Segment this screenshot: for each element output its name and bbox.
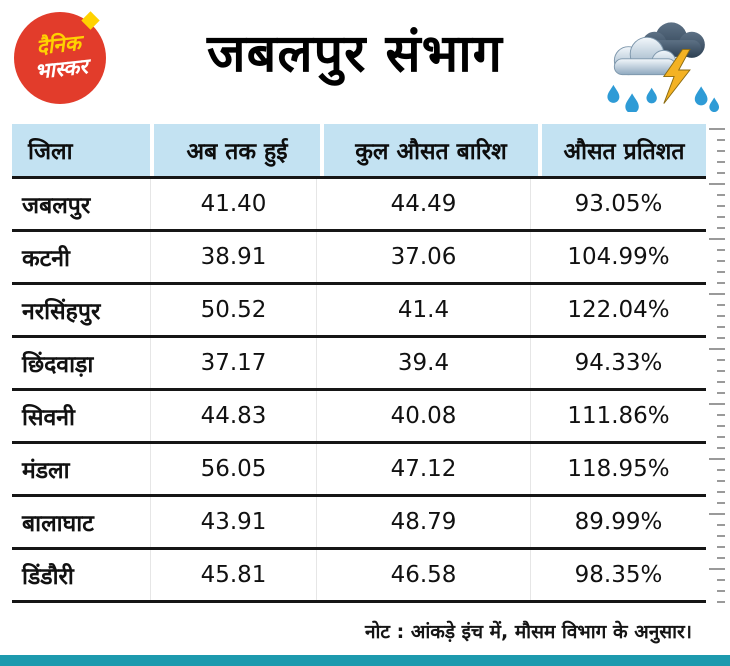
logo-text: दैनिक भास्कर [9,7,110,108]
rain-so-far-cell: 50.52 [150,285,316,335]
column-header-rain-so-far: अब तक हुई [154,124,320,176]
avg-rain-cell: 47.12 [316,444,530,494]
table-row: डिंडौरी 45.81 46.58 98.35% [12,550,706,603]
table-row: मंडला 56.05 47.12 118.95% [12,444,706,497]
avg-percent-cell: 94.33% [530,338,706,388]
avg-rain-cell: 39.4 [316,338,530,388]
rain-so-far-cell: 37.17 [150,338,316,388]
avg-percent-cell: 118.95% [530,444,706,494]
rain-so-far-cell: 45.81 [150,550,316,600]
table-body: जबलपुर 41.40 44.49 93.05% कटनी 38.91 37.… [12,176,706,603]
table-row: छिंदवाड़ा 37.17 39.4 94.33% [12,338,706,391]
dainik-bhaskar-logo: दैनिक भास्कर [14,11,106,104]
table-row: सिवनी 44.83 40.08 111.86% [12,391,706,444]
rain-so-far-cell: 44.83 [150,391,316,441]
column-header-district: जिला [12,124,150,176]
rain-so-far-cell: 38.91 [150,232,316,282]
logo-text-line2: भास्कर [33,54,89,84]
table-row: बालाघाट 43.91 48.79 89.99% [12,497,706,550]
district-cell: मंडला [22,458,70,484]
district-cell: नरसिंहपुर [22,299,101,325]
avg-percent-cell: 93.05% [530,179,706,229]
storm-cloud-rain-icon [607,22,720,112]
district-cell: जबलपुर [22,193,91,219]
avg-rain-cell: 48.79 [316,497,530,547]
page-title: जबलपुर संभाग [207,24,503,84]
table-row: नरसिंहपुर 50.52 41.4 122.04% [12,285,706,338]
district-cell: बालाघाट [22,511,94,537]
avg-rain-cell: 44.49 [316,179,530,229]
rain-so-far-cell: 56.05 [150,444,316,494]
district-cell: छिंदवाड़ा [22,352,94,378]
table-row: कटनी 38.91 37.06 104.99% [12,232,706,285]
district-cell: सिवनी [22,405,76,431]
rain-so-far-cell: 43.91 [150,497,316,547]
avg-percent-cell: 104.99% [530,232,706,282]
avg-rain-cell: 41.4 [316,285,530,335]
avg-percent-cell: 122.04% [530,285,706,335]
column-header-avg-rain: कुल औसत बारिश [324,124,538,176]
avg-rain-cell: 40.08 [316,391,530,441]
ruler-minor-ticks [717,128,725,606]
table-header: जिला अब तक हुई कुल औसत बारिश औसत प्रतिशत [12,124,706,176]
rainfall-table: जिला अब तक हुई कुल औसत बारिश औसत प्रतिशत… [12,124,706,603]
district-cell: डिंडौरी [22,564,74,590]
avg-rain-cell: 46.58 [316,550,530,600]
table-row: जबलपुर 41.40 44.49 93.05% [12,179,706,232]
avg-percent-cell: 89.99% [530,497,706,547]
accent-bar [0,655,730,666]
avg-rain-cell: 37.06 [316,232,530,282]
ruler-ticks [707,128,725,606]
rain-so-far-cell: 41.40 [150,179,316,229]
footnote: नोट : आंकड़े इंच में, मौसम विभाग के अनुस… [364,621,692,643]
avg-percent-cell: 98.35% [530,550,706,600]
column-header-avg-percent: औसत प्रतिशत [542,124,706,176]
district-cell: कटनी [22,246,70,272]
avg-percent-cell: 111.86% [530,391,706,441]
